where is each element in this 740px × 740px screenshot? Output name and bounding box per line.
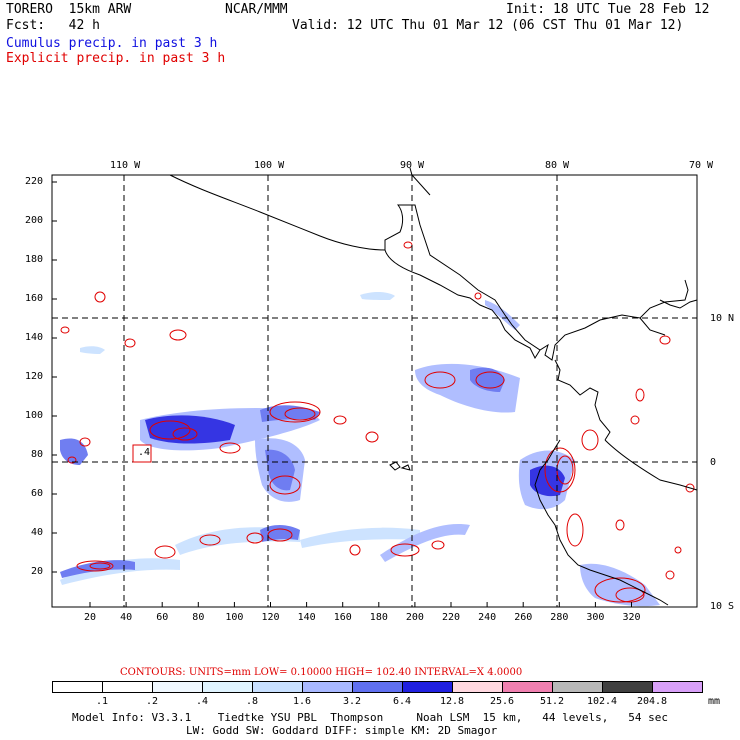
y-tick-label: 140 [25, 332, 44, 343]
lon-label-70w: 70 W [689, 160, 714, 171]
model-info: Model Info: V3.3.1 Tiedtke YSU PBL Thomp… [72, 711, 669, 724]
center-label: NCAR/MMM [225, 2, 288, 17]
colorbar-label: .2 [145, 696, 159, 707]
x-tick-label: 260 [514, 612, 533, 623]
y-tick-label: 80 [31, 449, 44, 460]
x-tick-label: 20 [84, 612, 97, 623]
x-tick-label: 160 [333, 612, 352, 623]
colorbar-label: 25.6 [489, 696, 515, 707]
explicit-precip-contours [60, 241, 695, 603]
colorbar-cell [102, 681, 153, 693]
contour-info: CONTOURS: UNITS=mm LOW= 0.10000 HIGH= 10… [120, 667, 523, 678]
x-tick-label: 280 [550, 612, 569, 623]
y-tick-label: 120 [25, 371, 44, 382]
valid-time: Valid: 12 UTC Thu 01 Mar 12 (06 CST Thu … [292, 18, 684, 33]
y-tick-label: 100 [25, 410, 44, 421]
lon-label-90w: 90 W [400, 160, 425, 171]
x-tick-label: 240 [478, 612, 497, 623]
y-tick-label: 60 [31, 488, 44, 499]
colorbar-label: 204.8 [636, 696, 668, 707]
colorbar-label: 51.2 [539, 696, 565, 707]
colorbar-cell [352, 681, 403, 693]
x-tick-label: 60 [156, 612, 169, 623]
colorbar-label: 3.2 [342, 696, 362, 707]
y-tick-label: 20 [31, 566, 44, 577]
colorbar-label: .4 [195, 696, 209, 707]
lat-label-10s: 10 S [710, 601, 735, 612]
explicit-legend: Explicit precip. in past 3 h [6, 51, 226, 66]
y-tick-label: 40 [31, 527, 44, 538]
map-frame [51, 174, 698, 608]
x-tick-label: 100 [225, 612, 244, 623]
y-tick-label: 180 [25, 254, 44, 265]
colorbar-label: 12.8 [439, 696, 465, 707]
y-tick-label: 200 [25, 215, 44, 226]
colorbar-label: .8 [245, 696, 259, 707]
colorbar-cell [52, 681, 103, 693]
lat-label-10n: 10 N [710, 313, 735, 324]
physics-info: LW: Godd SW: Goddard DIFF: simple KM: 2D… [186, 724, 498, 737]
colorbar-cell [652, 681, 703, 693]
x-tick-label: 200 [405, 612, 424, 623]
cumulus-legend: Cumulus precip. in past 3 h [6, 36, 218, 51]
x-tick-label: 180 [369, 612, 388, 623]
x-tick-label: 220 [442, 612, 461, 623]
init-time: Init: 18 UTC Tue 28 Feb 12 [506, 2, 710, 17]
lon-label-80w: 80 W [545, 160, 570, 171]
colorbar-cell [452, 681, 503, 693]
lon-label-110w: 110 W [110, 160, 141, 171]
lat-label-0: 0 [710, 457, 717, 468]
colorbar-label: 102.4 [586, 696, 618, 707]
colorbar-cell [502, 681, 553, 693]
colorbar-cell [552, 681, 603, 693]
model-title: TORERO 15km ARW [6, 2, 132, 17]
colorbar-cell [152, 681, 203, 693]
colorbar-label: 1.6 [292, 696, 312, 707]
x-tick-label: 300 [586, 612, 605, 623]
x-tick-label: 40 [120, 612, 133, 623]
colorbar-label: 6.4 [392, 696, 412, 707]
y-tick-label: 160 [25, 293, 44, 304]
value-box-label: .4 [138, 447, 151, 458]
y-tick-label: 220 [25, 176, 44, 187]
colorbar-cell [252, 681, 303, 693]
forecast-hour: Fcst: 42 h [6, 18, 100, 33]
x-tick-label: 80 [192, 612, 205, 623]
cumulus-precip-shading [60, 292, 660, 607]
x-tick-label: 140 [297, 612, 316, 623]
x-tick-label: 320 [622, 612, 641, 623]
lon-label-100w: 100 W [254, 160, 285, 171]
colorbar-cell [402, 681, 453, 693]
colorbar-unit: mm [708, 696, 721, 707]
value-box [132, 444, 152, 463]
graticule [52, 175, 697, 607]
colorbar-cell [302, 681, 353, 693]
colorbar-label: .1 [95, 696, 109, 707]
x-tick-label: 120 [261, 612, 280, 623]
colorbar-cell [602, 681, 653, 693]
colorbar-cell [202, 681, 253, 693]
